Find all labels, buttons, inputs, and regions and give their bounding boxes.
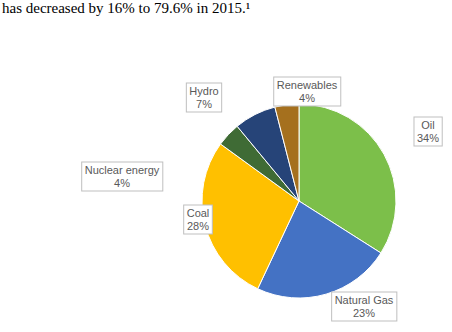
label-value: 28% — [187, 220, 209, 232]
label-value: 7% — [196, 98, 212, 110]
data-label: Nuclear energy4% — [82, 162, 163, 191]
label-box — [414, 117, 442, 146]
label-box — [82, 162, 163, 191]
label-category: Hydro — [189, 85, 218, 97]
data-label: Oil34% — [414, 117, 442, 146]
label-category: Nuclear energy — [85, 164, 160, 176]
data-label: Natural Gas23% — [332, 292, 397, 321]
label-box — [274, 77, 341, 106]
label-box — [184, 205, 213, 234]
label-category: Oil — [421, 119, 434, 131]
label-value: 23% — [353, 307, 375, 319]
chart: has decreased by 16% to 79.6% in 2015.¹ O… — [0, 0, 452, 332]
label-value: 4% — [299, 92, 315, 104]
label-value: 34% — [417, 132, 439, 144]
pie-slice — [275, 104, 299, 201]
label-category: Renewables — [277, 79, 338, 91]
pie — [202, 104, 396, 298]
data-label: Hydro7% — [186, 83, 221, 112]
annotation: has decreased by 16% to 79.6% in 2015.¹ — [2, 0, 250, 16]
label-category: Natural Gas — [335, 294, 394, 306]
label-box — [186, 83, 221, 112]
data-label: Coal28% — [184, 205, 213, 234]
label-box — [332, 292, 397, 321]
label-value: 4% — [114, 177, 130, 189]
data-labels: Oil34% Natural Gas23% Coal28% Nuclear energ… — [82, 77, 443, 321]
data-label: Renewables4% — [274, 77, 341, 106]
label-category: Coal — [187, 207, 210, 219]
